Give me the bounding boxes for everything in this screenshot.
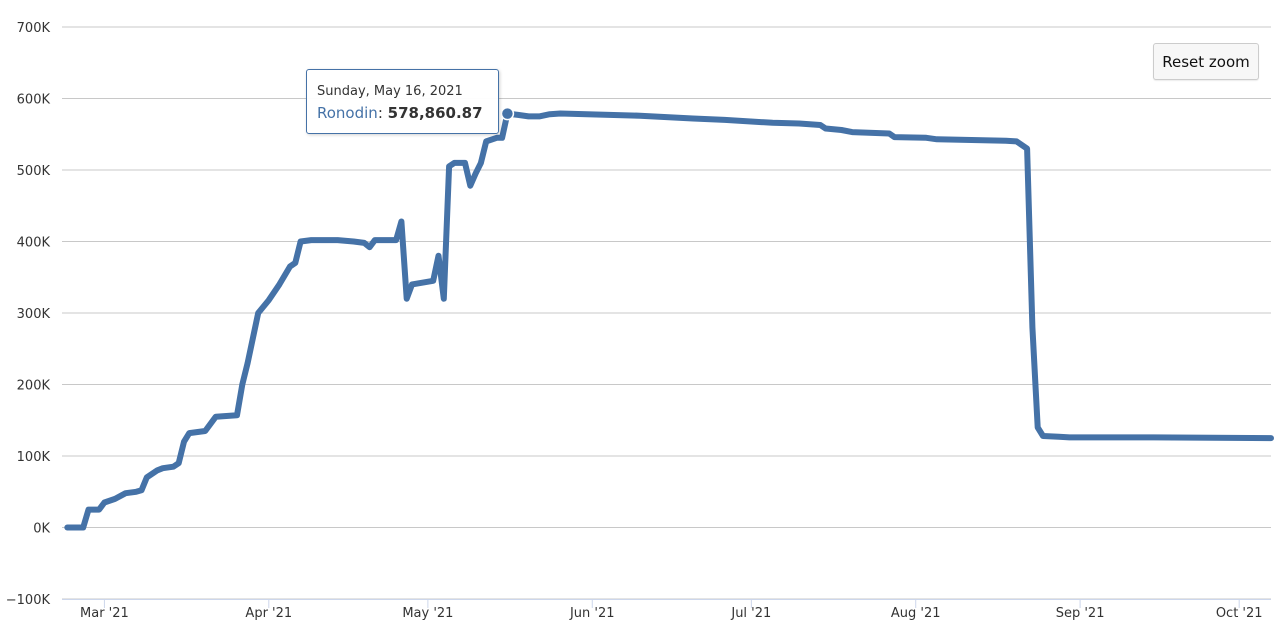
x-tick-label: Jul '21 — [730, 606, 771, 621]
series-layer — [64, 106, 1274, 531]
x-tick-label: Jun '21 — [569, 606, 615, 621]
chart-tooltip: Sunday, May 16, 2021 Ronodin: 578,860.87 — [306, 69, 499, 134]
tooltip-date: Sunday, May 16, 2021 — [317, 84, 463, 99]
tooltip-series-line: Ronodin: 578,860.87 — [317, 104, 483, 122]
tooltip-value: 578,860.87 — [387, 104, 483, 122]
x-tick-label: Mar '21 — [80, 606, 129, 621]
x-axis: Mar '21 Apr '21 May '21 Jun '21 Jul '21 Aug '… — [62, 599, 1271, 621]
y-tick-label: 500K — [17, 164, 51, 179]
x-tick-label: Oct '21 — [1216, 606, 1263, 621]
y-tick-label: 100K — [17, 450, 51, 465]
x-tick-label: May '21 — [402, 606, 453, 621]
reset-zoom-button[interactable]: Reset zoom — [1153, 43, 1259, 80]
tooltip-series-name: Ronodin — [317, 104, 378, 122]
y-tick-label: 700K — [17, 21, 51, 36]
series-line-ronodin — [64, 110, 1274, 531]
highlighted-point[interactable] — [500, 106, 515, 121]
y-tick-label: 0K — [33, 522, 50, 537]
x-tick-label: Aug '21 — [891, 606, 941, 621]
y-tick-label: 400K — [17, 236, 51, 251]
y-tick-label: 600K — [17, 93, 51, 108]
y-tick-label: 200K — [17, 379, 51, 394]
chart-grid — [62, 26, 1271, 600]
y-tick-label: −100K — [6, 593, 51, 608]
y-axis: −100K 0K 100K 200K 300K 400K 500K 600K 700K — [6, 21, 51, 608]
y-tick-label: 300K — [17, 307, 51, 322]
x-tick-label: Apr '21 — [245, 606, 292, 621]
x-tick-label: Sep '21 — [1056, 606, 1105, 621]
